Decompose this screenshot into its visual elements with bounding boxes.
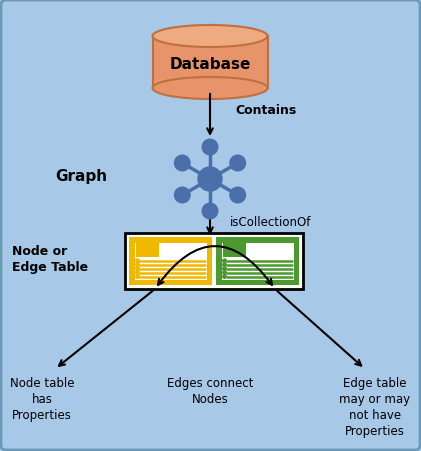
Circle shape	[223, 271, 226, 275]
Circle shape	[230, 156, 245, 171]
Circle shape	[223, 259, 226, 263]
Circle shape	[202, 204, 218, 219]
FancyBboxPatch shape	[134, 243, 206, 280]
Text: Edges connect
Nodes: Edges connect Nodes	[167, 376, 253, 405]
Circle shape	[174, 156, 190, 171]
Circle shape	[174, 188, 190, 203]
Circle shape	[136, 263, 139, 267]
Circle shape	[223, 275, 226, 279]
Circle shape	[202, 140, 218, 156]
Circle shape	[136, 267, 139, 271]
Ellipse shape	[152, 26, 267, 48]
FancyBboxPatch shape	[125, 234, 303, 290]
Text: isCollectionOf: isCollectionOf	[230, 216, 312, 229]
FancyArrowPatch shape	[158, 247, 272, 285]
FancyBboxPatch shape	[129, 238, 212, 285]
FancyBboxPatch shape	[136, 244, 159, 257]
Circle shape	[136, 271, 139, 275]
FancyBboxPatch shape	[221, 243, 293, 280]
Text: Graph: Graph	[55, 169, 107, 184]
Circle shape	[136, 275, 139, 279]
FancyBboxPatch shape	[223, 244, 246, 257]
Ellipse shape	[152, 78, 267, 100]
Circle shape	[230, 188, 245, 203]
Text: Edge table
may or may
not have
Properties: Edge table may or may not have Propertie…	[339, 376, 410, 437]
Text: Node or
Edge Table: Node or Edge Table	[12, 245, 88, 274]
Text: Contains: Contains	[235, 103, 296, 116]
Circle shape	[136, 259, 139, 263]
Circle shape	[223, 263, 226, 267]
Text: Database: Database	[169, 57, 250, 72]
FancyBboxPatch shape	[216, 238, 299, 285]
Circle shape	[223, 267, 226, 271]
FancyBboxPatch shape	[152, 37, 267, 89]
Circle shape	[198, 168, 222, 192]
Text: Node table
has
Properties: Node table has Properties	[10, 376, 74, 421]
